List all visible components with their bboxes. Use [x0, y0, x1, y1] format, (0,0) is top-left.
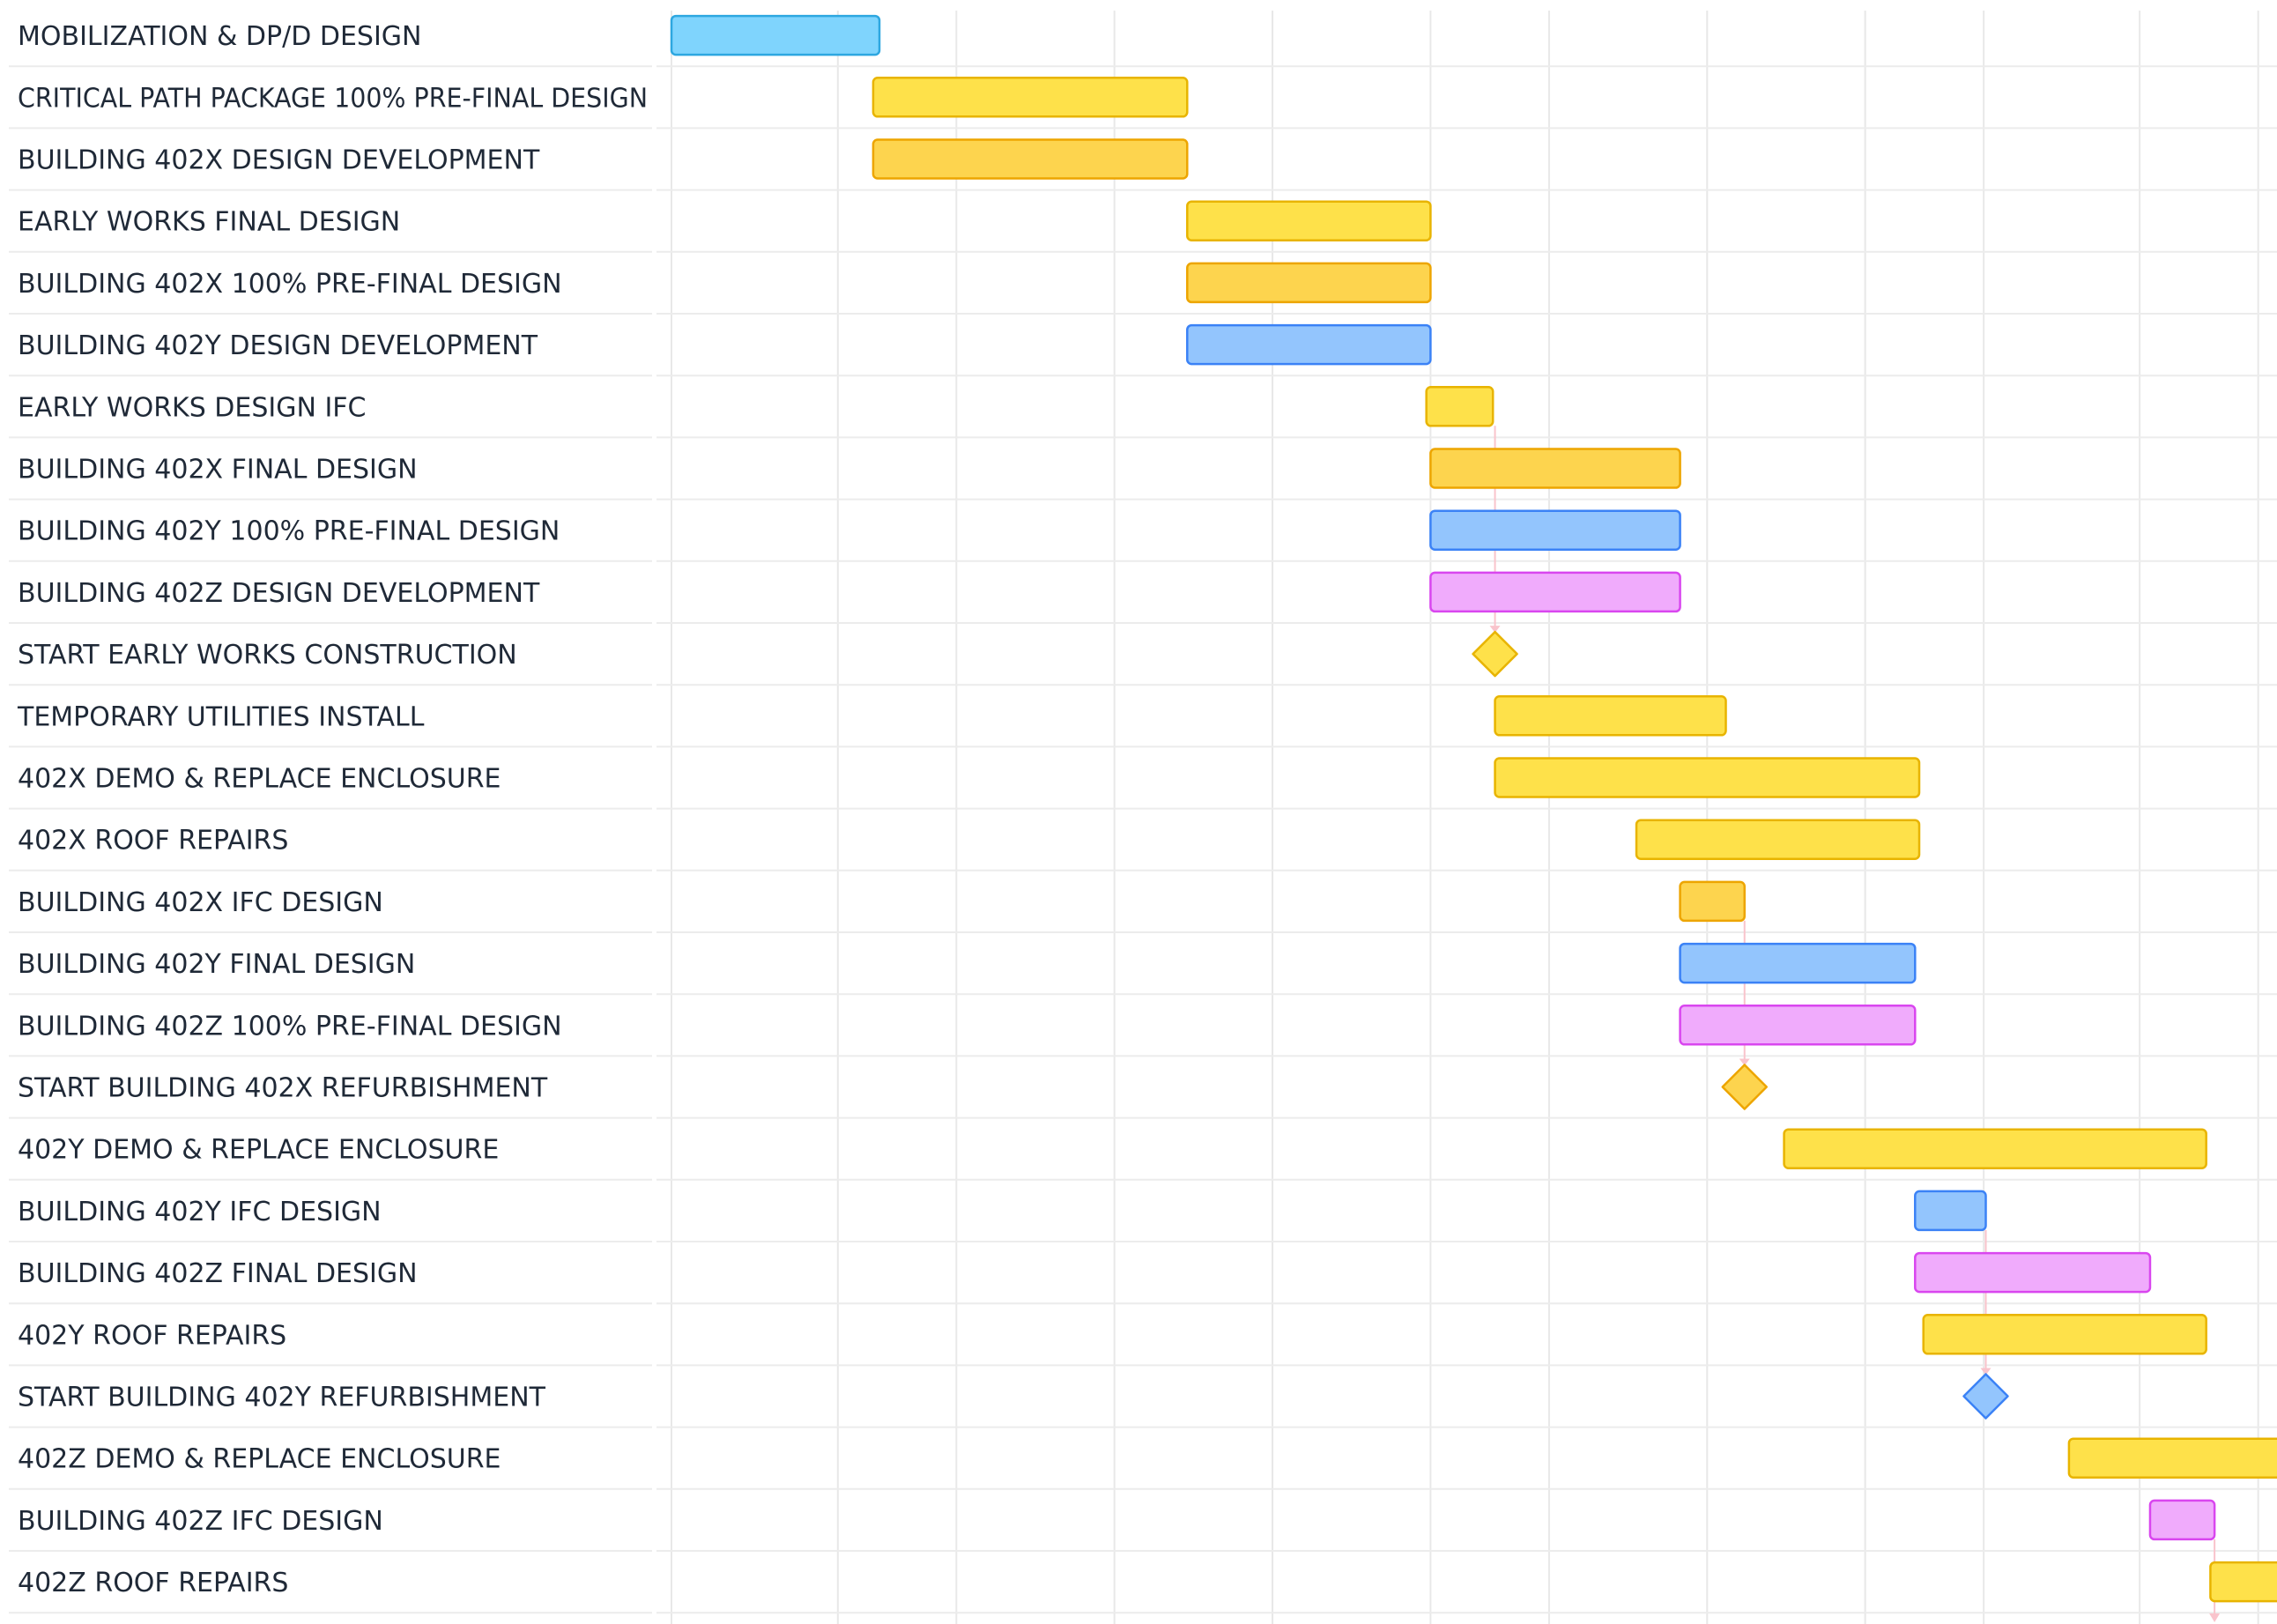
task-bar-5[interactable]: [1186, 323, 1432, 366]
task-label-19: BUILDING 402Y IFC DESIGN: [18, 1197, 382, 1227]
task-bar-11[interactable]: [1494, 695, 1727, 737]
task-bar-15[interactable]: [1679, 942, 1917, 984]
task-bar-16[interactable]: [1679, 1005, 1917, 1046]
task-label-16: BUILDING 402Z 100% PRE-FINAL DESIGN: [18, 1011, 562, 1042]
task-label-15: BUILDING 402Y FINAL DESIGN: [18, 949, 415, 980]
task-label-21: 402Y ROOF REPAIRS: [18, 1320, 286, 1351]
task-bar-24[interactable]: [2148, 1499, 2216, 1541]
task-bar-14[interactable]: [1679, 880, 1747, 923]
dependency-arrow-0: [1489, 626, 1501, 634]
milestone-marker-10[interactable]: [1472, 630, 1518, 678]
task-label-12: 402X DEMO & REPLACE ENCLOSURE: [18, 764, 501, 795]
task-label-1: CRITICAL PATH PACKAGE 100% PRE-FINAL DES…: [18, 83, 648, 114]
dependency-arrow-3: [2209, 1613, 2221, 1622]
task-label-10: START EARLY WORKS CONSTRUCTION: [18, 640, 517, 671]
task-bar-20[interactable]: [1914, 1251, 2152, 1294]
task-bar-2[interactable]: [871, 138, 1189, 180]
task-bar-18[interactable]: [1783, 1128, 2207, 1169]
task-label-5: BUILDING 402Y DESIGN DEVELOPMENT: [18, 330, 538, 361]
task-bar-23[interactable]: [2067, 1437, 2277, 1479]
task-label-25: 402Z ROOF REPAIRS: [18, 1568, 288, 1598]
task-bar-7[interactable]: [1429, 448, 1681, 489]
task-label-6: EARLY WORKS DESIGN IFC: [18, 392, 367, 423]
milestone-marker-17[interactable]: [1721, 1064, 1769, 1110]
task-label-22: START BUILDING 402Y REFURBISHMENT: [18, 1383, 546, 1413]
task-label-24: BUILDING 402Z IFC DESIGN: [18, 1506, 383, 1537]
milestone-marker-22[interactable]: [1962, 1373, 2009, 1420]
task-bar-9[interactable]: [1429, 571, 1681, 613]
task-label-4: BUILDING 402X 100% PRE-FINAL DESIGN: [18, 269, 562, 300]
task-bar-13[interactable]: [1635, 819, 1921, 860]
task-label-14: BUILDING 402X IFC DESIGN: [18, 887, 383, 918]
task-label-23: 402Z DEMO & REPLACE ENCLOSURE: [18, 1444, 501, 1475]
task-bar-12[interactable]: [1494, 757, 1921, 798]
task-label-17: START BUILDING 402X REFURBISHMENT: [18, 1073, 548, 1104]
row-separators: [9, 65, 2277, 1614]
task-labels: MOBILIZATION & DP/D DESIGN CRITICAL PATH …: [17, 21, 648, 1598]
task-label-8: BUILDING 402Y 100% PRE-FINAL DESIGN: [18, 516, 560, 547]
task-bar-25[interactable]: [2209, 1561, 2277, 1603]
task-bar-3[interactable]: [1186, 200, 1432, 241]
task-bars: [670, 14, 2277, 1603]
task-bar-21[interactable]: [1922, 1314, 2207, 1355]
task-label-3: EARLY WORKS FINAL DESIGN: [18, 207, 400, 238]
task-label-9: BUILDING 402Z DESIGN DEVELOPMENT: [18, 578, 540, 609]
task-label-0: MOBILIZATION & DP/D DESIGN: [18, 21, 422, 52]
task-bar-19[interactable]: [1914, 1190, 1987, 1232]
task-label-2: BUILDING 402X DESIGN DEVELOPMENT: [18, 145, 540, 176]
task-bar-8[interactable]: [1429, 509, 1681, 551]
dependency-arrow-1: [1739, 1058, 1750, 1066]
dependency-arrow-2: [1980, 1368, 1991, 1376]
task-label-13: 402X ROOF REPAIRS: [18, 826, 288, 856]
task-bar-0[interactable]: [670, 14, 881, 56]
task-label-18: 402Y DEMO & REPLACE ENCLOSURE: [18, 1135, 499, 1166]
task-bar-4[interactable]: [1186, 262, 1432, 304]
task-label-20: BUILDING 402Z FINAL DESIGN: [18, 1258, 418, 1289]
task-bar-1[interactable]: [871, 77, 1189, 118]
task-label-11: TEMPORARY UTILITIES INSTALL: [17, 701, 425, 732]
task-bar-6[interactable]: [1425, 386, 1495, 427]
task-label-7: BUILDING 402X FINAL DESIGN: [18, 455, 418, 486]
